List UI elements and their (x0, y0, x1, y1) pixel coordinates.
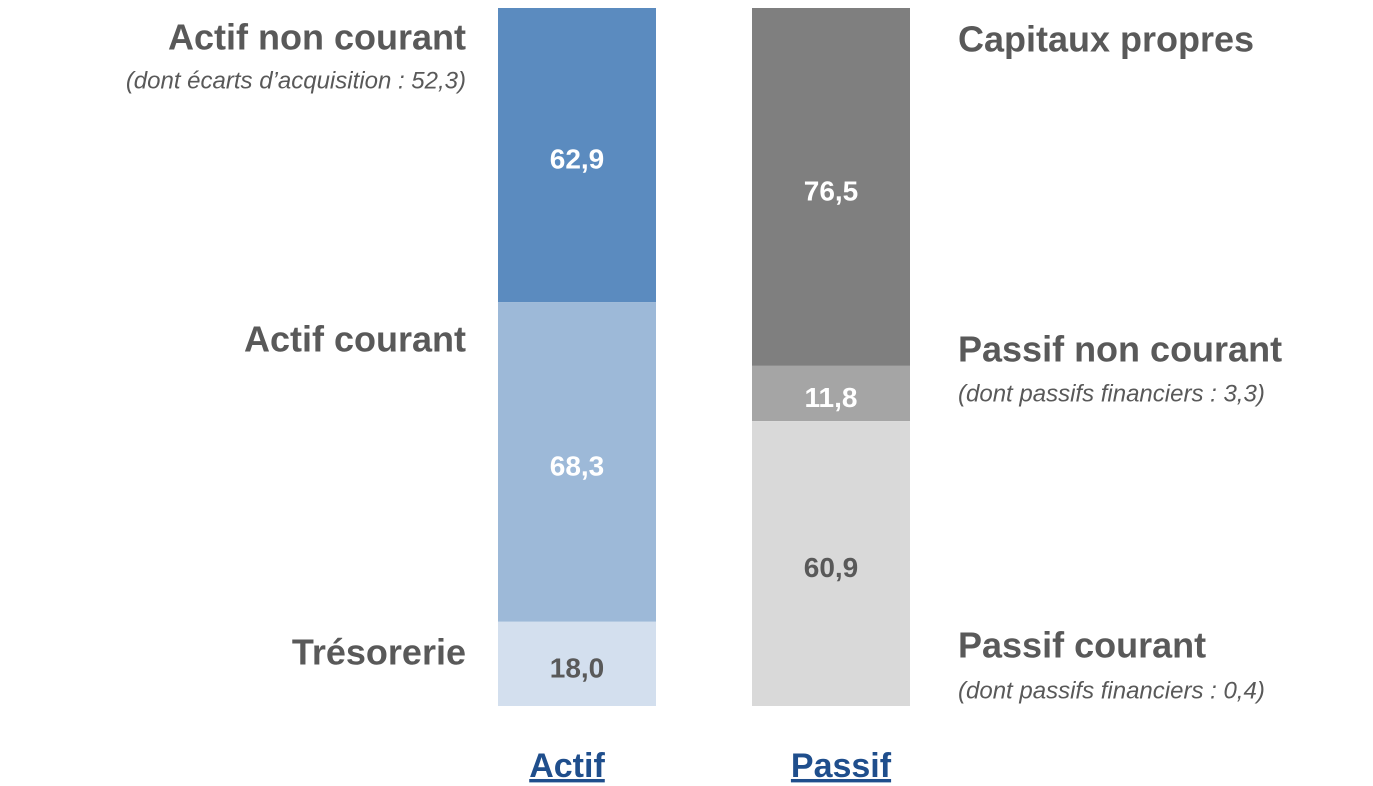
bar-segment (752, 421, 910, 706)
bar-segment (752, 365, 910, 422)
segment-name: Trésorerie (292, 632, 466, 673)
data-label: 68,3 (550, 450, 605, 481)
segment-name: Actif non courant (168, 17, 466, 58)
bar-segment (752, 8, 910, 366)
data-label: 62,9 (550, 144, 605, 175)
data-label: 11,8 (805, 382, 858, 413)
segment-name: Actif courant (244, 319, 466, 360)
segment-note: (dont passifs financiers : 3,3) (958, 380, 1265, 407)
segment-name: Passif non courant (958, 329, 1282, 370)
segment-note: (dont écarts d’acquisition : 52,3) (126, 67, 466, 94)
bar-segment (498, 8, 656, 303)
segment-name: Passif courant (958, 625, 1206, 666)
data-label: 60,9 (804, 552, 859, 583)
category-label: Passif (791, 747, 892, 785)
bar-segment (498, 621, 656, 706)
data-label: 76,5 (804, 175, 859, 206)
category-label: Actif (529, 747, 605, 785)
segment-name: Capitaux propres (958, 19, 1254, 60)
data-label: 18,0 (550, 652, 605, 683)
segment-note: (dont passifs financiers : 0,4) (958, 677, 1265, 704)
bar-segment (498, 302, 656, 622)
